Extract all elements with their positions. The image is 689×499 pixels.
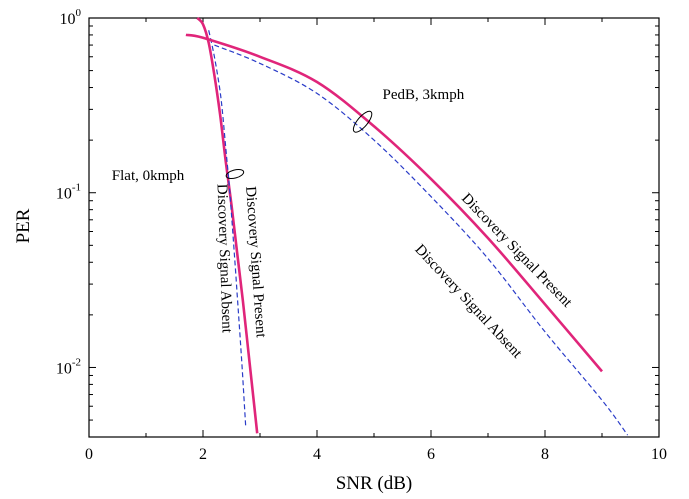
annotation-layer: Flat, 0kmph PedB, 3kmph Discovery Signal A…: [112, 87, 576, 362]
x-tick-label: 4: [313, 446, 321, 463]
flat-group-ellipse: [225, 168, 245, 180]
series-line-1-absent: [208, 30, 247, 429]
y-axis-title: PER: [13, 208, 34, 243]
annotation-label: Discovery Signal Absent: [213, 184, 234, 334]
annotation-label: PedB, 3kmph: [383, 87, 465, 103]
plot-frame: [88, 17, 660, 438]
series-layer: [185, 17, 629, 436]
annotation-label: Flat, 0kmph: [112, 168, 185, 184]
annotation-label: Discovery Signal Present: [242, 186, 269, 339]
series-line-3-absent: [214, 44, 629, 436]
pedb-group-ellipse: [352, 110, 373, 133]
x-tick-label: 6: [427, 446, 435, 463]
y-tick-label: 10-1: [56, 182, 81, 203]
x-tick-label: 0: [85, 446, 93, 463]
axis-ticks: 0 2 4 6 8 10 100 10-1 10-2: [56, 7, 667, 463]
x-axis-title: SNR (dB): [336, 473, 413, 494]
x-tick-label: 2: [199, 446, 207, 463]
x-tick-label: 8: [541, 446, 549, 463]
y-tick-label: 100: [60, 7, 82, 28]
group-markers: [225, 110, 373, 180]
y-tick-label: 10-2: [56, 356, 81, 377]
annotation-label: Discovery Signal Present: [458, 190, 575, 311]
series-line-2-present: [185, 33, 603, 373]
x-tick-label: 10: [651, 446, 667, 463]
